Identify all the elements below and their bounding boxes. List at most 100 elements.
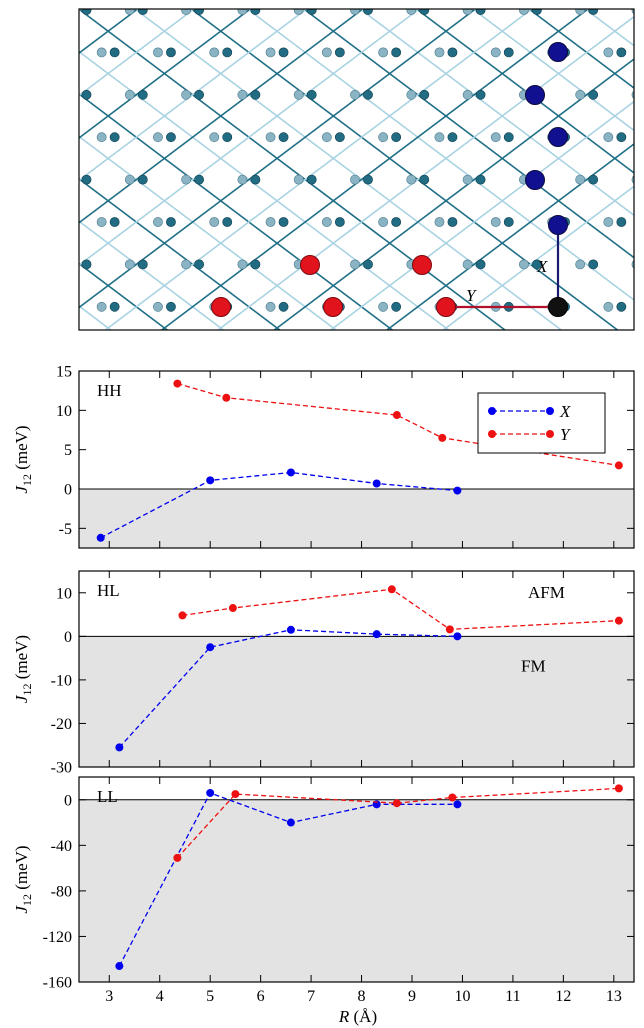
- legend: XY: [477, 392, 606, 454]
- lattice-atom: [250, 259, 261, 270]
- lattice-atom: [124, 174, 135, 185]
- lattice-atom: [109, 301, 120, 312]
- lattice-atom: [96, 301, 107, 312]
- data-point-y: [387, 585, 396, 594]
- lattice-atom: [434, 132, 445, 143]
- data-point-x: [286, 818, 295, 827]
- lattice-atom: [632, 345, 641, 354]
- lattice-atom: [462, 89, 473, 100]
- lattice-atom: [321, 132, 332, 143]
- lattice-atom: [153, 301, 163, 312]
- y-tick-label: 10: [56, 403, 72, 420]
- lattice-atom: [419, 89, 430, 100]
- lattice-atom: [96, 217, 107, 227]
- lattice-atom: [350, 9, 360, 15]
- lattice-atom: [363, 9, 373, 15]
- chart-panel-hh: -5 0 5 10 15 HH XY: [56, 364, 635, 549]
- black-spin: [548, 297, 568, 317]
- data-point-y: [392, 411, 401, 420]
- lattice-atom: [195, 345, 204, 354]
- lattice-atom: [334, 47, 345, 58]
- data-point-y: [438, 433, 447, 442]
- y-tick-label: 0: [64, 629, 72, 646]
- chart-panel-hl: -30 -20 -10 0 10 HL AFM FM: [51, 570, 635, 777]
- lattice-atom: [588, 89, 599, 100]
- lattice-atom: [41, 217, 50, 226]
- x-tick-label: 13: [606, 988, 622, 1005]
- red-spin: [300, 255, 320, 275]
- lattice-atom: [475, 89, 486, 100]
- lattice-bond: [79, 9, 419, 267]
- blue-spin: [525, 85, 545, 105]
- lattice-atom: [631, 90, 634, 100]
- lattice-atom: [237, 259, 248, 270]
- lattice-atom: [250, 9, 261, 15]
- lattice-atom: [306, 89, 317, 100]
- annotation-fm: FM: [521, 656, 546, 675]
- data-point-x: [286, 468, 295, 477]
- lattice-atom: [194, 259, 204, 270]
- lattice-atom: [81, 89, 92, 100]
- lattice-atom: [378, 47, 389, 58]
- y-tick-label: -30: [51, 760, 72, 777]
- lattice-atom: [363, 174, 373, 185]
- data-point-y: [231, 790, 240, 799]
- data-point-x: [453, 486, 462, 495]
- lattice-atom: [0, 302, 7, 311]
- lattice-atom: [406, 89, 417, 100]
- lattice-atom: [138, 345, 147, 354]
- lattice-atom: [588, 174, 599, 185]
- y-axis-label: J12 (meV): [12, 635, 34, 703]
- lattice-atom: [293, 89, 304, 100]
- data-point-y: [222, 393, 231, 402]
- data-point-y: [614, 784, 623, 793]
- lattice-atom: [222, 47, 233, 58]
- lattice-atom: [462, 259, 473, 270]
- data-point-y: [392, 799, 401, 808]
- lattice-atom: [166, 47, 176, 58]
- lattice-atom: [238, 345, 247, 354]
- lattice-atom: [462, 9, 473, 15]
- lattice-atom: [321, 47, 332, 58]
- blue-spin: [548, 127, 568, 147]
- lattice-atom: [391, 132, 402, 143]
- lattice-atom: [237, 89, 248, 100]
- y-axis-label: J12 (meV): [12, 425, 34, 493]
- data-point-y: [614, 616, 623, 625]
- x-tick-label: 6: [257, 988, 265, 1005]
- lattice-atom: [0, 217, 7, 226]
- y-tick-label: -120: [43, 929, 72, 946]
- lattice-bond: [79, 9, 362, 224]
- x-tick-label: 3: [105, 988, 113, 1005]
- lattice-atom: [476, 345, 485, 354]
- lattice-atom: [293, 9, 304, 15]
- x-tick-label: 5: [206, 988, 214, 1005]
- legend-label: Y: [560, 425, 571, 444]
- lattice-atom: [125, 345, 134, 354]
- lattice-bond: [79, 9, 475, 309]
- x-tick-label: 9: [408, 988, 416, 1005]
- lattice-atom: [307, 345, 316, 354]
- lattice-atom: [124, 9, 135, 15]
- lattice-atom: [532, 9, 542, 15]
- lattice-atom: [334, 217, 345, 227]
- data-point-x: [206, 643, 215, 652]
- y-tick-label: 0: [64, 792, 72, 809]
- lattice-atom: [475, 174, 486, 185]
- x-tick-label: 12: [555, 988, 571, 1005]
- lattice-atom: [447, 132, 458, 143]
- lattice-atom: [631, 260, 634, 269]
- lattice-atom: [166, 217, 176, 227]
- lattice-atom: [575, 174, 586, 185]
- lattice-atom: [406, 174, 417, 185]
- lattice-atom: [603, 132, 614, 143]
- lattice-atom: [54, 302, 63, 311]
- lattice-atom: [490, 47, 501, 58]
- y-tick-label: 0: [64, 482, 72, 499]
- lattice-atom: [519, 259, 529, 270]
- lattice-atom: [588, 9, 599, 15]
- data-point-x: [372, 630, 381, 639]
- lattice-atom: [251, 345, 260, 354]
- lattice-atom: [278, 47, 289, 58]
- lattice-bond: [79, 9, 250, 139]
